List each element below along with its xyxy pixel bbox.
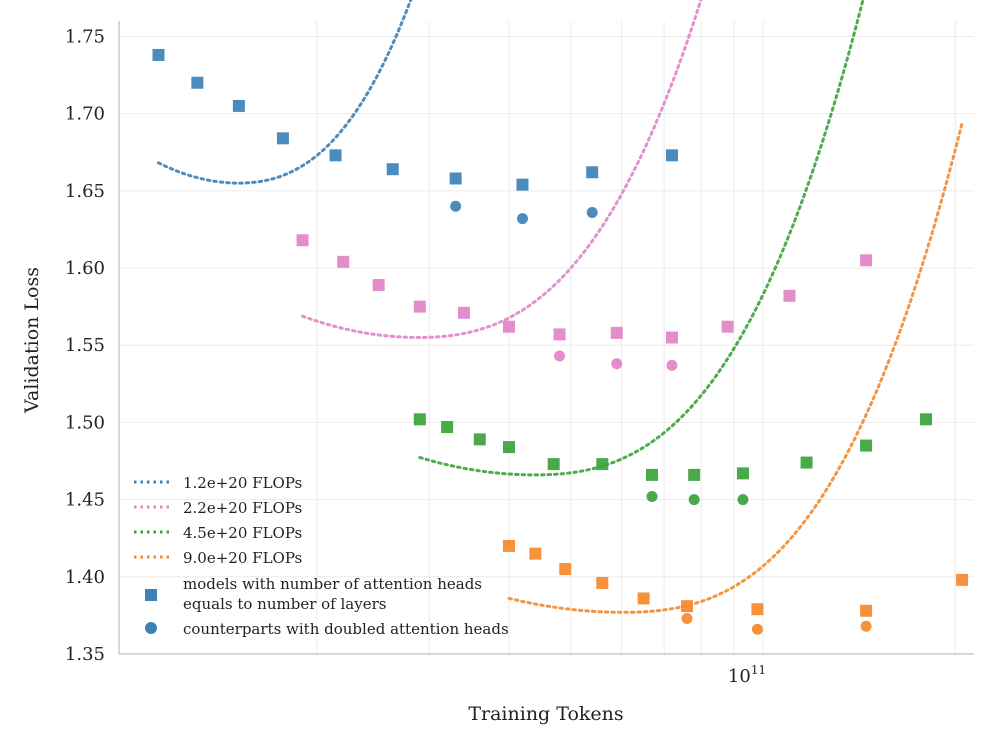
square-point-series-2 — [473, 433, 486, 446]
circle-point-series-3 — [751, 623, 763, 635]
square-point-series-1 — [502, 320, 515, 333]
square-point-series-1 — [610, 326, 623, 339]
square-point-series-3 — [860, 604, 873, 617]
y-tick-label: 1.45 — [65, 490, 105, 511]
square-point-series-2 — [800, 456, 813, 469]
square-point-series-0 — [516, 178, 529, 191]
square-point-series-2 — [547, 458, 560, 471]
circle-point-series-1 — [666, 359, 678, 371]
square-point-series-0 — [386, 163, 399, 176]
square-point-series-1 — [296, 234, 309, 247]
square-point-series-3 — [559, 563, 572, 576]
circle-point-series-0 — [450, 200, 462, 212]
square-point-series-3 — [751, 603, 764, 616]
legend-label-2: 4.5e+20 FLOPs — [183, 524, 302, 542]
square-point-series-0 — [232, 99, 245, 112]
circle-point-series-1 — [611, 358, 623, 370]
legend-square-label-line1: models with number of attention heads — [183, 575, 482, 593]
y-tick-label: 1.35 — [65, 644, 105, 665]
fit-curve-2 — [418, 0, 865, 477]
square-point-series-3 — [502, 539, 515, 552]
square-point-series-2 — [502, 441, 515, 454]
circle-point-series-1 — [554, 350, 566, 362]
legend-square-marker — [145, 589, 157, 601]
square-point-series-1 — [413, 300, 426, 313]
square-point-series-2 — [920, 413, 933, 426]
circle-point-series-2 — [688, 494, 700, 506]
fit-curves — [156, 0, 964, 614]
y-tick-labels: 1.35 1.40 1.45 1.50 1.55 1.60 1.65 1.70 1.75 — [65, 26, 105, 665]
fit-curve-1 — [301, 0, 703, 339]
square-point-series-1 — [783, 289, 796, 302]
square-point-series-1 — [457, 306, 470, 319]
legend-label-3: 9.0e+20 FLOPs — [183, 549, 302, 567]
y-tick-label: 1.70 — [65, 104, 105, 125]
square-point-series-1 — [860, 254, 873, 267]
circle-point-series-2 — [646, 491, 658, 503]
y-axis-label: Validation Loss — [21, 267, 43, 414]
square-point-series-1 — [721, 320, 734, 333]
square-point-series-2 — [736, 467, 749, 480]
y-tick-label: 1.40 — [65, 567, 105, 588]
circle-point-series-3 — [681, 612, 693, 624]
circle-point-series-0 — [586, 206, 598, 218]
square-point-series-3 — [529, 547, 542, 560]
y-tick-label: 1.55 — [65, 335, 105, 356]
square-point-series-1 — [337, 255, 350, 268]
square-point-series-2 — [688, 468, 701, 481]
square-point-series-2 — [441, 421, 454, 434]
data-points — [152, 48, 969, 635]
square-point-series-0 — [276, 132, 289, 145]
square-point-series-0 — [665, 149, 678, 162]
legend-square-label-line2: equals to number of layers — [183, 595, 386, 613]
square-point-series-3 — [637, 592, 650, 605]
legend-circle-label: counterparts with doubled attention head… — [183, 620, 509, 638]
y-tick-label: 1.65 — [65, 181, 105, 202]
square-point-series-2 — [860, 439, 873, 452]
circle-point-series-0 — [517, 213, 529, 225]
square-point-series-0 — [586, 166, 599, 179]
circle-point-series-3 — [860, 620, 872, 632]
y-tick-label: 1.50 — [65, 412, 105, 433]
fit-curve-3 — [507, 121, 964, 614]
legend-label-1: 2.2e+20 FLOPs — [183, 499, 302, 517]
square-point-series-3 — [596, 576, 609, 589]
square-point-series-0 — [329, 149, 342, 162]
square-point-series-1 — [665, 331, 678, 344]
square-point-series-0 — [449, 172, 462, 185]
square-point-series-2 — [596, 458, 609, 471]
circle-point-series-2 — [737, 494, 749, 506]
fit-curve-0 — [156, 0, 413, 185]
legend: 1.2e+20 FLOPs 2.2e+20 FLOPs 4.5e+20 FLOP… — [134, 474, 509, 638]
legend-circle-marker — [145, 622, 157, 634]
x-tick-label-major: 1011 — [728, 663, 766, 687]
y-tick-label: 1.75 — [65, 26, 105, 47]
y-tick-label: 1.60 — [65, 258, 105, 279]
square-point-series-3 — [680, 600, 693, 613]
legend-label-0: 1.2e+20 FLOPs — [183, 474, 302, 492]
x-axis-label: Training Tokens — [468, 703, 623, 725]
square-point-series-0 — [191, 76, 204, 89]
square-point-series-2 — [646, 468, 659, 481]
square-point-series-0 — [152, 48, 165, 61]
square-point-series-1 — [553, 328, 566, 341]
square-point-series-2 — [413, 413, 426, 426]
square-point-series-3 — [956, 573, 969, 586]
axes — [118, 21, 974, 655]
square-point-series-1 — [372, 279, 385, 292]
